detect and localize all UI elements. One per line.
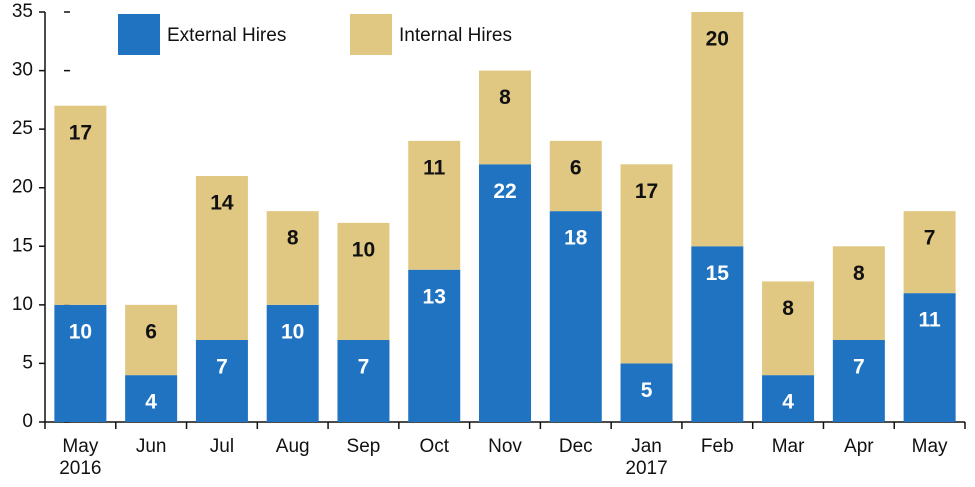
- value-label: 15: [706, 262, 730, 285]
- value-label: 8: [853, 262, 865, 285]
- value-label: 6: [570, 156, 582, 179]
- bar-segment: [549, 211, 602, 422]
- x-tick-label: Dec: [559, 436, 593, 457]
- x-tick-label: Jun: [136, 436, 167, 457]
- bar-segment: [54, 304, 107, 422]
- bar-segment: [549, 140, 602, 212]
- y-tick-label: 30: [12, 60, 33, 81]
- bar-segment: [762, 281, 815, 376]
- value-label: 6: [145, 320, 157, 343]
- bar-segment: [691, 12, 744, 247]
- legend-swatch: [118, 14, 160, 55]
- value-label: 8: [287, 227, 299, 250]
- value-label: 8: [782, 297, 794, 320]
- bar-segment: [195, 176, 248, 340]
- x-tick-label: May 2016: [59, 436, 101, 479]
- y-tick-label: 15: [12, 235, 33, 256]
- value-label: 10: [281, 320, 304, 343]
- bar-segment: [408, 140, 461, 270]
- y-tick-label: 10: [12, 294, 33, 315]
- y-tick-label: 5: [22, 352, 33, 373]
- bar-segment: [337, 340, 390, 422]
- x-tick-label: Sep: [347, 436, 381, 457]
- y-tick-label: 0: [22, 411, 33, 432]
- value-label: 13: [423, 285, 446, 308]
- legend-label: External Hires: [167, 25, 286, 46]
- value-label: 7: [924, 227, 936, 250]
- x-tick-label: Mar: [772, 436, 805, 457]
- value-label: 11: [423, 156, 446, 179]
- bar-segment: [691, 246, 744, 422]
- x-tick-label: Apr: [844, 436, 874, 457]
- bar-segment: [903, 293, 956, 422]
- value-label: 17: [69, 121, 92, 144]
- value-label: 17: [635, 180, 658, 203]
- value-label: 22: [493, 180, 516, 203]
- value-label: 4: [782, 391, 794, 414]
- value-label: 8: [499, 86, 511, 109]
- bar-segment: [832, 340, 885, 422]
- x-tick-label: Oct: [419, 436, 449, 457]
- value-label: 10: [69, 320, 92, 343]
- value-label: 11: [919, 309, 942, 332]
- bar-segment: [620, 363, 673, 422]
- value-label: 10: [352, 238, 375, 261]
- value-label: 18: [564, 227, 588, 250]
- bar-segment: [54, 105, 107, 305]
- bar-segment: [832, 246, 885, 340]
- x-tick-label: May: [912, 436, 948, 457]
- x-tick-label: Jan 2017: [625, 436, 667, 479]
- y-tick-label: 25: [12, 118, 33, 139]
- legend-label: Internal Hires: [399, 25, 512, 46]
- value-label: 7: [853, 356, 865, 379]
- y-tick-label: 20: [12, 177, 33, 198]
- x-tick-label: Feb: [701, 436, 734, 457]
- bar-segment: [266, 304, 319, 422]
- bar-segment: [620, 164, 673, 364]
- value-label: 20: [706, 28, 729, 51]
- y-tick-label: 35: [12, 1, 33, 22]
- bar-segment: [125, 304, 178, 376]
- bar-segment: [408, 269, 461, 422]
- x-tick-label: Aug: [276, 436, 310, 457]
- bar-segment: [195, 340, 248, 422]
- legend-swatch: [350, 14, 392, 55]
- value-label: 5: [641, 379, 653, 402]
- value-label: 4: [145, 391, 157, 414]
- bar-segment: [762, 375, 815, 422]
- bar-segment: [903, 211, 956, 294]
- bar-segment: [337, 222, 390, 340]
- bar-segment: [266, 211, 319, 305]
- value-label: 7: [216, 356, 228, 379]
- bar-segment: [479, 164, 531, 423]
- x-tick-label: Jul: [210, 436, 234, 457]
- bar-segment: [125, 375, 178, 422]
- x-tick-label: Nov: [488, 436, 522, 457]
- value-label: 14: [210, 192, 234, 215]
- value-label: 7: [358, 356, 370, 379]
- bar-segment: [479, 70, 531, 165]
